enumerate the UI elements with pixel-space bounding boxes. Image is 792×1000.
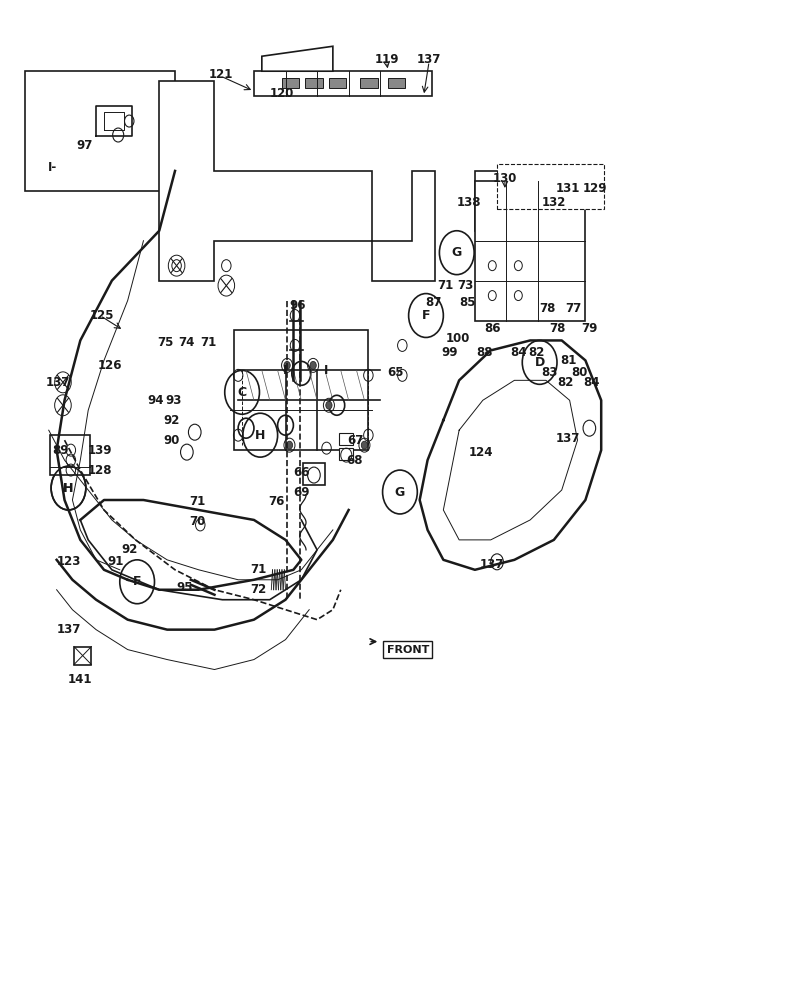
PathPatch shape bbox=[262, 46, 333, 71]
Text: 72: 72 bbox=[249, 583, 266, 596]
Bar bbox=[74, 647, 91, 665]
Text: 120: 120 bbox=[269, 87, 294, 100]
Text: 132: 132 bbox=[542, 196, 566, 209]
Text: 78: 78 bbox=[539, 302, 556, 315]
Text: 82: 82 bbox=[528, 346, 545, 359]
Circle shape bbox=[310, 361, 316, 369]
Text: 128: 128 bbox=[88, 464, 112, 477]
Text: 137: 137 bbox=[556, 432, 581, 445]
Text: 90: 90 bbox=[163, 434, 179, 447]
Bar bbox=[339, 433, 353, 445]
Text: 77: 77 bbox=[565, 302, 581, 315]
Text: 130: 130 bbox=[493, 172, 517, 185]
Text: 75: 75 bbox=[158, 336, 173, 349]
Text: 65: 65 bbox=[388, 366, 404, 379]
Text: 131: 131 bbox=[556, 182, 581, 195]
Bar bbox=[25, 71, 175, 191]
Text: 92: 92 bbox=[163, 414, 179, 427]
Text: 78: 78 bbox=[550, 322, 566, 335]
Text: 137: 137 bbox=[480, 558, 505, 571]
Text: 85: 85 bbox=[459, 296, 475, 309]
Text: 93: 93 bbox=[166, 394, 181, 407]
Text: I: I bbox=[284, 364, 287, 377]
Text: 70: 70 bbox=[189, 515, 205, 528]
Text: 88: 88 bbox=[476, 346, 493, 359]
Text: D: D bbox=[535, 356, 545, 369]
Bar bbox=[499, 166, 593, 206]
Text: 141: 141 bbox=[68, 673, 93, 686]
Circle shape bbox=[361, 441, 367, 449]
Text: 86: 86 bbox=[484, 322, 501, 335]
Text: 137: 137 bbox=[417, 53, 441, 66]
Text: 67: 67 bbox=[347, 434, 364, 447]
Text: 71: 71 bbox=[189, 495, 205, 508]
Text: 79: 79 bbox=[581, 322, 597, 335]
Bar bbox=[475, 171, 538, 231]
Bar bbox=[305, 78, 322, 88]
Text: 89: 89 bbox=[52, 444, 69, 457]
Bar bbox=[339, 448, 353, 460]
Text: 69: 69 bbox=[293, 486, 310, 499]
Text: C: C bbox=[238, 386, 246, 399]
Text: 74: 74 bbox=[179, 336, 195, 349]
PathPatch shape bbox=[254, 71, 432, 96]
Bar bbox=[329, 78, 346, 88]
Text: 97: 97 bbox=[76, 139, 93, 152]
Text: 87: 87 bbox=[425, 296, 442, 309]
Bar bbox=[303, 463, 325, 485]
PathPatch shape bbox=[159, 81, 436, 281]
Text: 126: 126 bbox=[98, 359, 123, 372]
Text: 96: 96 bbox=[289, 299, 306, 312]
Text: 71: 71 bbox=[200, 336, 216, 349]
Circle shape bbox=[286, 441, 292, 449]
Bar bbox=[497, 164, 604, 209]
Text: 91: 91 bbox=[108, 555, 124, 568]
Text: 129: 129 bbox=[583, 182, 607, 195]
Text: G: G bbox=[451, 246, 462, 259]
Text: 94: 94 bbox=[147, 394, 163, 407]
Text: 121: 121 bbox=[208, 68, 233, 81]
Bar bbox=[475, 181, 585, 320]
Text: 71: 71 bbox=[249, 563, 266, 576]
Text: 137: 137 bbox=[46, 376, 70, 389]
Text: 99: 99 bbox=[441, 346, 458, 359]
Text: I: I bbox=[325, 364, 329, 377]
Text: 100: 100 bbox=[445, 332, 470, 345]
Text: G: G bbox=[395, 486, 405, 499]
Text: 80: 80 bbox=[571, 366, 588, 379]
Text: H: H bbox=[63, 482, 74, 495]
Text: 81: 81 bbox=[560, 354, 577, 367]
Bar bbox=[360, 78, 378, 88]
Text: 84: 84 bbox=[510, 346, 527, 359]
Circle shape bbox=[326, 401, 332, 409]
Text: 66: 66 bbox=[293, 466, 310, 479]
Bar bbox=[388, 78, 406, 88]
Text: F: F bbox=[422, 309, 430, 322]
Text: I-: I- bbox=[48, 161, 57, 174]
Text: 119: 119 bbox=[375, 53, 399, 66]
Text: 83: 83 bbox=[542, 366, 558, 379]
Text: 123: 123 bbox=[56, 555, 81, 568]
Text: 139: 139 bbox=[88, 444, 112, 457]
Text: 125: 125 bbox=[90, 309, 115, 322]
Text: H: H bbox=[255, 429, 265, 442]
Text: 68: 68 bbox=[347, 454, 364, 467]
Circle shape bbox=[284, 361, 290, 369]
Text: 95: 95 bbox=[177, 581, 192, 594]
Text: F: F bbox=[133, 575, 142, 588]
Text: 138: 138 bbox=[456, 196, 481, 209]
Bar bbox=[234, 330, 368, 450]
Text: 71: 71 bbox=[437, 279, 453, 292]
Bar bbox=[51, 435, 89, 475]
Text: 84: 84 bbox=[584, 376, 600, 389]
Text: FRONT: FRONT bbox=[386, 645, 429, 655]
Text: 92: 92 bbox=[121, 543, 138, 556]
Text: 76: 76 bbox=[268, 495, 284, 508]
Text: 73: 73 bbox=[457, 279, 474, 292]
Text: H: H bbox=[63, 482, 74, 495]
Text: 137: 137 bbox=[56, 623, 81, 636]
Text: 82: 82 bbox=[558, 376, 574, 389]
Bar bbox=[282, 78, 299, 88]
Text: 124: 124 bbox=[469, 446, 493, 459]
